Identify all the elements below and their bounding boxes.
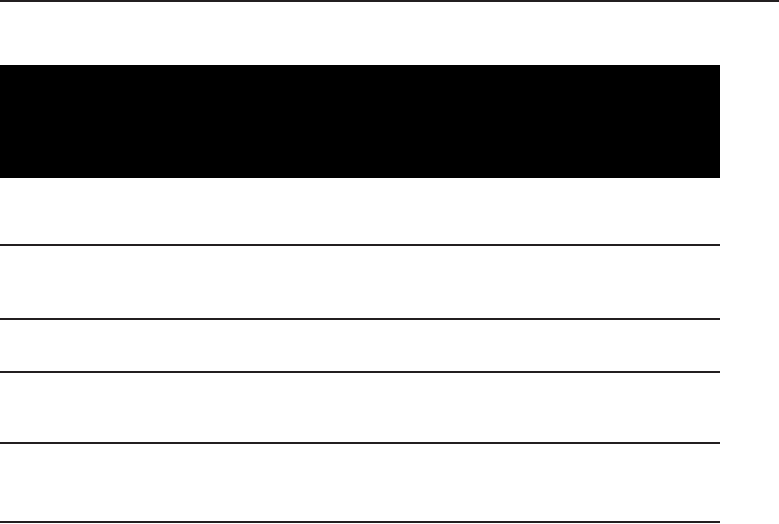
row-divider (0, 244, 720, 246)
row-divider (0, 318, 720, 320)
table-header (0, 65, 720, 178)
row-divider (0, 371, 720, 373)
row-divider (0, 442, 720, 444)
top-divider (0, 0, 779, 2)
table-bottom-divider (0, 521, 720, 523)
